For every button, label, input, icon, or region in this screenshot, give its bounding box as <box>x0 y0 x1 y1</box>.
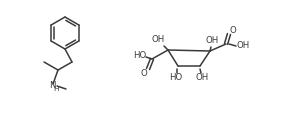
Text: O: O <box>141 69 147 77</box>
Text: H: H <box>53 86 59 92</box>
Text: O: O <box>230 25 236 34</box>
Text: OH: OH <box>236 41 250 50</box>
Text: OH: OH <box>152 34 165 44</box>
Text: N: N <box>49 80 55 89</box>
Text: OH: OH <box>195 73 208 82</box>
Text: OH: OH <box>206 35 219 44</box>
Text: HO: HO <box>134 50 147 60</box>
Text: HO: HO <box>169 73 183 82</box>
